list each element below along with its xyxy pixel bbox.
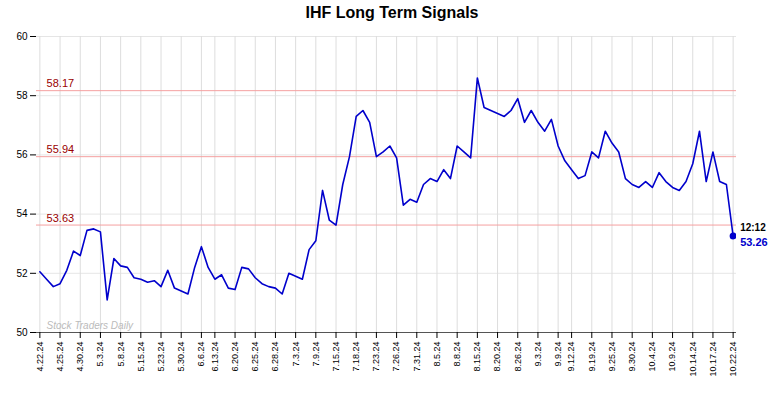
svg-text:5.8.24: 5.8.24 <box>116 342 126 367</box>
svg-text:50: 50 <box>16 327 28 338</box>
svg-text:6.28.24: 6.28.24 <box>270 342 280 372</box>
svg-text:10.22.24: 10.22.24 <box>728 342 738 377</box>
svg-text:8.15.24: 8.15.24 <box>472 342 482 372</box>
svg-text:5.3.24: 5.3.24 <box>95 342 105 367</box>
svg-text:7.18.24: 7.18.24 <box>351 342 361 372</box>
svg-text:60: 60 <box>16 31 28 42</box>
svg-text:12:12: 12:12 <box>740 222 766 233</box>
svg-text:7.26.24: 7.26.24 <box>391 342 401 372</box>
svg-text:8.8.24: 8.8.24 <box>452 342 462 367</box>
svg-text:58.17: 58.17 <box>47 77 75 89</box>
svg-text:5.30.24: 5.30.24 <box>176 342 186 372</box>
svg-text:5.15.24: 5.15.24 <box>136 342 146 372</box>
svg-text:9.3.24: 9.3.24 <box>533 342 543 367</box>
svg-text:8.26.24: 8.26.24 <box>513 342 523 372</box>
svg-text:54: 54 <box>16 208 28 219</box>
svg-text:56: 56 <box>16 149 28 160</box>
svg-text:9.19.24: 9.19.24 <box>587 342 597 372</box>
svg-text:8.20.24: 8.20.24 <box>492 342 502 372</box>
svg-text:6.13.24: 6.13.24 <box>210 342 220 372</box>
svg-text:5.23.24: 5.23.24 <box>156 342 166 372</box>
svg-text:6.25.24: 6.25.24 <box>250 342 260 372</box>
svg-text:7.23.24: 7.23.24 <box>371 342 381 372</box>
svg-text:9.12.24: 9.12.24 <box>566 342 576 372</box>
svg-text:7.31.24: 7.31.24 <box>412 342 422 372</box>
svg-text:9.9.24: 9.9.24 <box>553 342 563 367</box>
svg-text:6.6.24: 6.6.24 <box>196 342 206 367</box>
svg-text:4.30.24: 4.30.24 <box>75 342 85 372</box>
svg-text:10.4.24: 10.4.24 <box>647 342 657 372</box>
svg-text:6.20.24: 6.20.24 <box>230 342 240 372</box>
svg-text:9.25.24: 9.25.24 <box>607 342 617 372</box>
svg-text:7.9.24: 7.9.24 <box>311 342 321 367</box>
svg-text:52: 52 <box>16 268 28 279</box>
svg-text:10.9.24: 10.9.24 <box>667 342 677 372</box>
svg-text:53.63: 53.63 <box>47 212 75 224</box>
svg-text:55.94: 55.94 <box>47 143 75 155</box>
svg-text:Stock Traders Daily: Stock Traders Daily <box>47 320 135 331</box>
svg-text:10.17.24: 10.17.24 <box>708 342 718 377</box>
svg-text:4.25.24: 4.25.24 <box>55 342 65 372</box>
svg-text:7.15.24: 7.15.24 <box>331 342 341 372</box>
svg-text:58: 58 <box>16 90 28 101</box>
svg-text:8.5.24: 8.5.24 <box>432 342 442 367</box>
svg-text:10.14.24: 10.14.24 <box>688 342 698 377</box>
html-text:IHF Long Term Signals: IHF Long Term Signals <box>305 4 479 21</box>
svg-text:7.3.24: 7.3.24 <box>291 342 301 367</box>
svg-text:4.22.24: 4.22.24 <box>35 342 45 372</box>
svg-text:53.26: 53.26 <box>740 236 768 248</box>
svg-text:9.30.24: 9.30.24 <box>627 342 637 372</box>
